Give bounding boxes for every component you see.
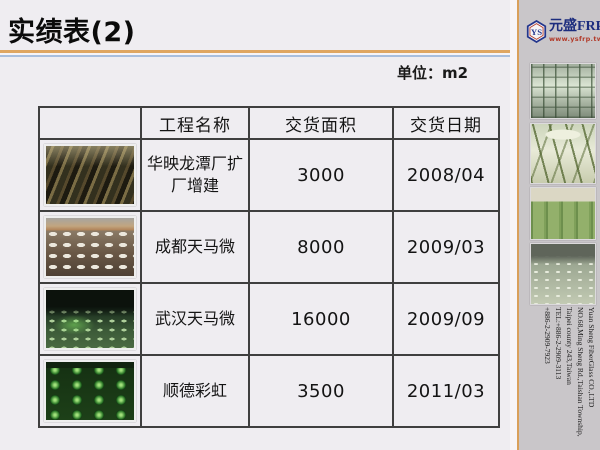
delivery-area: 3000 bbox=[248, 138, 394, 212]
photo-cell bbox=[38, 282, 142, 356]
delivery-date: 2009/09 bbox=[392, 282, 500, 356]
logo-text: 元盛FRP www.ysfrp.tw bbox=[549, 19, 600, 44]
delivery-area: 16000 bbox=[248, 282, 394, 356]
divider-orange-line bbox=[0, 50, 517, 53]
project-name: 顺德彩虹 bbox=[140, 354, 250, 428]
delivery-area: 8000 bbox=[248, 210, 394, 284]
col-header-delivery-area: 交货面积 bbox=[248, 106, 394, 140]
ys-hexagon-icon: YS bbox=[526, 20, 547, 43]
projects-table: 工程名称 交货面积 交货日期 华映龙潭厂扩厂增建 3000 2008/04 成都… bbox=[38, 106, 500, 428]
table-header-row: 工程名称 交货面积 交货日期 bbox=[38, 106, 500, 140]
project-name: 华映龙潭厂扩厂增建 bbox=[140, 138, 250, 212]
frp-tank-piping-photo bbox=[530, 123, 596, 184]
sidebar: YS 元盛FRP www.ysfrp.tw Yuan Sheng FiberGl… bbox=[519, 0, 600, 450]
shunde-caihong-photo bbox=[44, 360, 136, 422]
photo-cell bbox=[38, 138, 142, 212]
address-line: NO.68,Ming Sheng Rd.,Taishan Township, bbox=[576, 307, 586, 437]
col-header-project-name: 工程名称 bbox=[140, 106, 250, 140]
delivery-date: 2008/04 bbox=[392, 138, 500, 212]
wuhan-tianma-photo bbox=[44, 288, 136, 350]
company-address: Yuan Sheng FiberGlass CO.,LTD NO.68,Ming… bbox=[542, 307, 597, 447]
brand-name: 元盛FRP bbox=[549, 19, 600, 34]
page-title: 实绩表(2) bbox=[8, 17, 136, 48]
address-line: TEL:+886-2-2909-3113 bbox=[554, 307, 564, 380]
unit-label: 单位：m2 bbox=[397, 64, 469, 82]
address-line: Yuan Sheng FiberGlass CO.,LTD bbox=[587, 307, 596, 408]
delivery-area: 3500 bbox=[248, 354, 394, 428]
table-row: 武汉天马微 16000 2009/09 bbox=[38, 282, 500, 356]
title-divider bbox=[0, 50, 517, 57]
project-name: 成都天马微 bbox=[140, 210, 250, 284]
website-url: www.ysfrp.tw bbox=[549, 35, 600, 43]
company-logo: YS 元盛FRP www.ysfrp.tw bbox=[526, 20, 600, 43]
frp-floor-grating-photo bbox=[530, 243, 596, 305]
svg-text:YS: YS bbox=[531, 27, 542, 37]
divider-gap bbox=[0, 53, 517, 55]
frp-storage-tanks-photo bbox=[530, 187, 596, 240]
col-header-delivery-date: 交货日期 bbox=[392, 106, 500, 140]
photo-cell bbox=[38, 210, 142, 284]
table-row: 顺德彩虹 3500 2011/03 bbox=[38, 354, 500, 428]
main-content: 实绩表(2) 单位：m2 工程名称 交货面积 交货日期 华映龙潭厂扩厂增建 30… bbox=[0, 17, 517, 428]
delivery-date: 2009/03 bbox=[392, 210, 500, 284]
photo-cell bbox=[38, 354, 142, 428]
delivery-date: 2011/03 bbox=[392, 354, 500, 428]
frp-ceiling-grating-photo bbox=[530, 63, 596, 119]
chengdu-tianma-photo bbox=[44, 216, 136, 278]
huaying-longtan-factory-photo bbox=[44, 144, 136, 206]
sidebar-orange-edge bbox=[517, 0, 519, 450]
table-row: 成都天马微 8000 2009/03 bbox=[38, 210, 500, 284]
col-header-photo bbox=[38, 106, 142, 140]
address-line: Taipei county 243,Taiwan bbox=[565, 307, 575, 385]
project-name: 武汉天马微 bbox=[140, 282, 250, 356]
divider-blue-line bbox=[0, 54, 517, 57]
address-line: +886-2-2909-7923 bbox=[543, 307, 553, 364]
table-row: 华映龙潭厂扩厂增建 3000 2008/04 bbox=[38, 138, 500, 212]
sidebar-white-edge bbox=[510, 0, 517, 450]
